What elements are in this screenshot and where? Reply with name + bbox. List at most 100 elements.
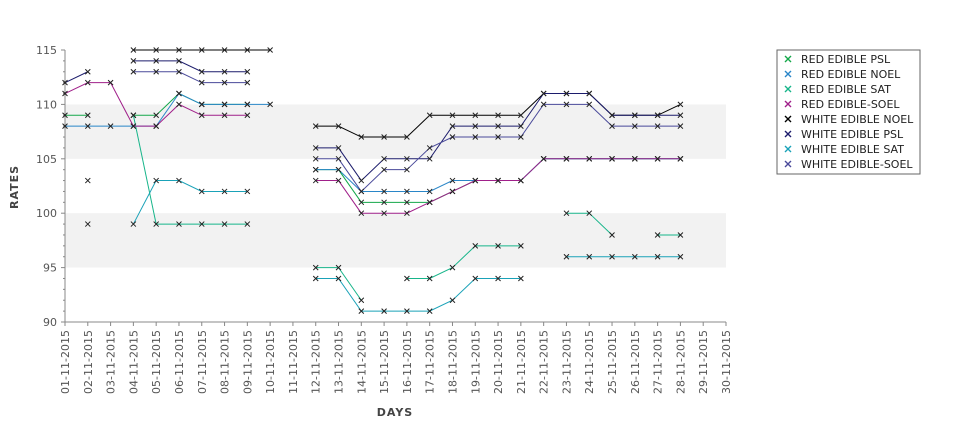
y-axis-ticks: 90 95 100 105 110 115 bbox=[36, 44, 65, 329]
series-line bbox=[406, 245, 521, 279]
series-line bbox=[65, 92, 271, 127]
grid-bands bbox=[65, 104, 726, 268]
data-point bbox=[335, 166, 342, 173]
data-point bbox=[358, 308, 365, 314]
data-point bbox=[244, 101, 251, 108]
series-line bbox=[315, 267, 362, 301]
data-point bbox=[312, 123, 319, 130]
data-point bbox=[198, 47, 205, 53]
legend-marker bbox=[784, 85, 792, 93]
x-tick-label: 17-11-2015 bbox=[424, 330, 437, 394]
x-tick-label: 05-11-2015 bbox=[150, 330, 163, 394]
data-point bbox=[84, 112, 91, 119]
data-point bbox=[426, 199, 433, 206]
y-tick-label: 110 bbox=[36, 98, 57, 111]
x-tick-label: 20-11-2015 bbox=[492, 330, 505, 394]
data-point bbox=[426, 275, 433, 282]
x-tick-label: 27-11-2015 bbox=[652, 330, 665, 394]
grid-band bbox=[65, 213, 726, 268]
data-point bbox=[62, 79, 68, 86]
data-point bbox=[198, 188, 205, 195]
data-point bbox=[244, 188, 251, 195]
y-tick-label: 95 bbox=[43, 262, 57, 275]
y-axis-title: RATES bbox=[8, 165, 21, 209]
data-point bbox=[381, 210, 387, 217]
data-point bbox=[358, 199, 365, 206]
legend-label: RED EDIBLE PSL bbox=[801, 53, 891, 66]
data-point bbox=[312, 166, 319, 173]
series bbox=[62, 58, 684, 184]
data-point bbox=[84, 221, 91, 227]
data-point bbox=[449, 123, 456, 130]
data-point bbox=[586, 210, 593, 217]
data-point bbox=[153, 221, 160, 227]
y-tick-label: 105 bbox=[36, 153, 57, 166]
data-point bbox=[586, 101, 593, 108]
series-line bbox=[133, 60, 248, 73]
x-tick-label: 30-11-2015 bbox=[720, 330, 733, 394]
data-point bbox=[472, 134, 479, 140]
data-point bbox=[84, 79, 91, 86]
data-point bbox=[267, 47, 273, 53]
data-point bbox=[221, 47, 228, 53]
legend: RED EDIBLE PSL RED EDIBLE NOEL RED EDIBLE … bbox=[776, 49, 921, 175]
data-point bbox=[495, 134, 501, 140]
data-point bbox=[244, 112, 251, 119]
data-point bbox=[449, 297, 456, 304]
data-point bbox=[335, 123, 342, 130]
legend-box bbox=[776, 49, 921, 175]
data-point bbox=[107, 79, 114, 86]
data-point bbox=[312, 275, 319, 282]
x-tick-label: 16-11-2015 bbox=[401, 330, 414, 394]
data-point bbox=[130, 123, 137, 130]
data-point bbox=[677, 112, 684, 119]
data-point bbox=[426, 145, 433, 151]
legend-marker bbox=[784, 100, 792, 108]
x-tick-label: 04-11-2015 bbox=[127, 330, 140, 394]
x-tick-label: 26-11-2015 bbox=[629, 330, 642, 394]
data-point bbox=[244, 79, 251, 86]
y-tick-label: 90 bbox=[43, 316, 57, 329]
data-point bbox=[563, 155, 570, 162]
data-point bbox=[335, 275, 342, 282]
legend-marker bbox=[784, 145, 792, 153]
data-point bbox=[221, 188, 228, 195]
data-point bbox=[609, 253, 615, 260]
data-point bbox=[221, 101, 228, 108]
x-tick-label: 21-11-2015 bbox=[515, 330, 528, 394]
data-point bbox=[677, 101, 684, 108]
data-point bbox=[244, 47, 251, 53]
data-point bbox=[130, 221, 137, 227]
data-point bbox=[381, 308, 387, 314]
data-point bbox=[176, 221, 182, 227]
data-point bbox=[381, 166, 387, 173]
data-point bbox=[518, 242, 524, 249]
series-line bbox=[132, 180, 248, 225]
data-point bbox=[358, 210, 365, 217]
data-point bbox=[153, 58, 160, 64]
data-point bbox=[153, 112, 160, 119]
x-tick-label: 13-11-2015 bbox=[333, 330, 346, 394]
data-point bbox=[404, 275, 410, 282]
x-tick-label: 10-11-2015 bbox=[264, 330, 277, 394]
series-lines bbox=[62, 47, 684, 314]
data-point bbox=[358, 134, 365, 140]
data-point bbox=[84, 123, 91, 130]
data-point bbox=[586, 253, 593, 260]
data-point bbox=[358, 297, 365, 304]
x-tick-label: 23-11-2015 bbox=[560, 330, 573, 394]
data-point bbox=[381, 134, 387, 140]
x-tick-label: 03-11-2015 bbox=[105, 330, 118, 394]
legend-label: RED EDIBLE SAT bbox=[801, 83, 891, 96]
data-point bbox=[540, 90, 547, 97]
data-point bbox=[312, 145, 319, 151]
data-point bbox=[244, 68, 251, 75]
data-point bbox=[654, 112, 661, 119]
x-tick-label: 08-11-2015 bbox=[219, 330, 232, 394]
data-point bbox=[677, 155, 684, 162]
legend-label: WHITE EDIBLE SAT bbox=[801, 143, 904, 156]
data-point bbox=[335, 155, 342, 162]
data-point bbox=[335, 145, 342, 151]
